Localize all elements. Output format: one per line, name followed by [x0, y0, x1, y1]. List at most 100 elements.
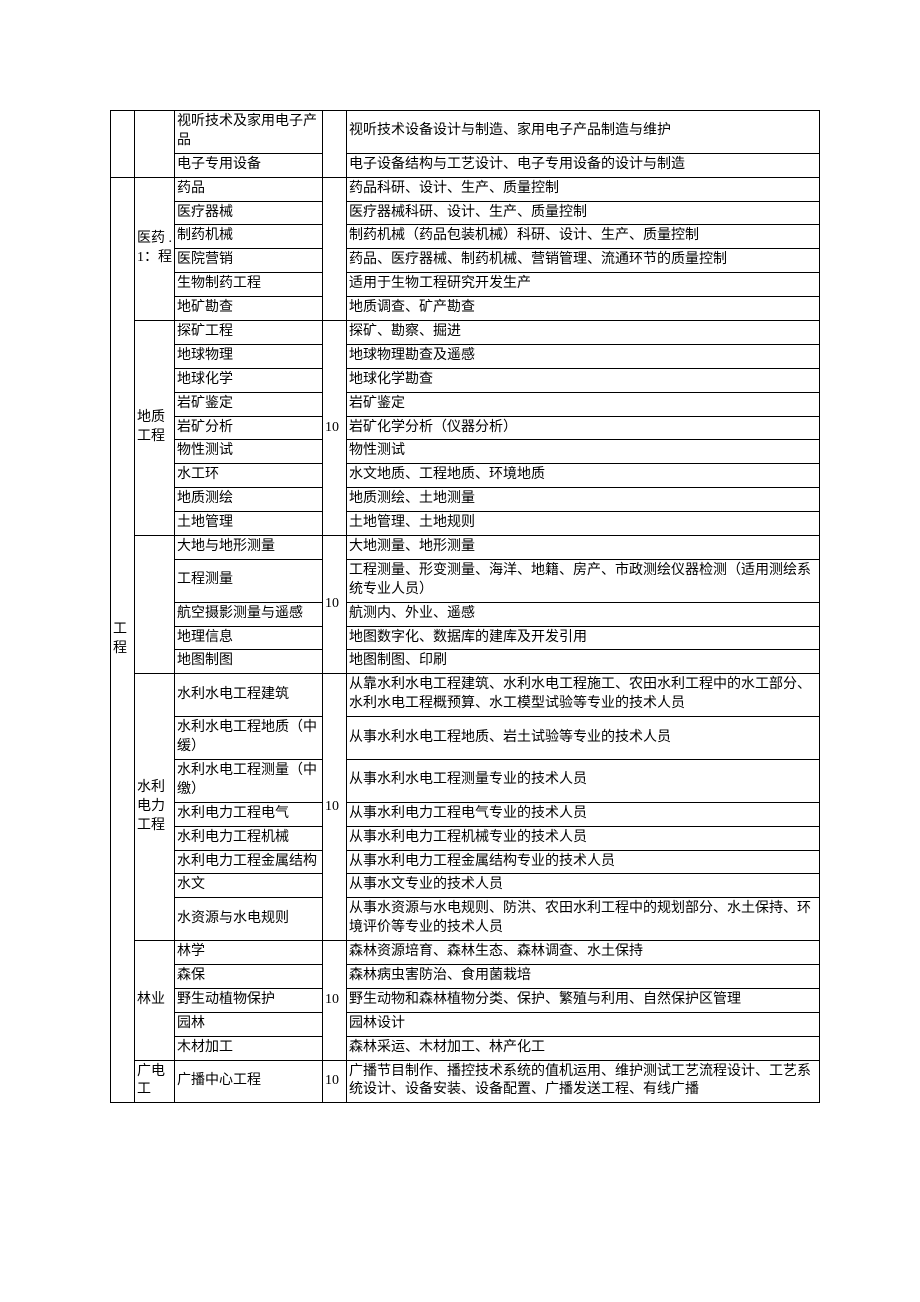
cell-c2: 地球化学	[175, 368, 323, 392]
cell-c2: 医疗器械	[175, 201, 323, 225]
table-row: 大地与地形测量 10 大地测量、地形测量	[111, 536, 820, 560]
table-row: 水利电力工程机械 从事水利电力工程机械专业的技术人员	[111, 826, 820, 850]
cell-col1-s6: 广电工	[135, 1060, 175, 1103]
cell-c3-s1	[323, 177, 347, 320]
cell-c2: 水利水电工程测量（中缴）	[175, 759, 323, 802]
table-row: 地图制图 地图制图、印刷	[111, 650, 820, 674]
table-row: 航空摄影测量与遥感 航测内、外业、遥感	[111, 602, 820, 626]
cell-c2: 林学	[175, 941, 323, 965]
table-row: 水文 从事水文专业的技术人员	[111, 874, 820, 898]
cell-c4: 探矿、勘察、掘进	[347, 321, 820, 345]
table-row: 地质测绘 地质测绘、土地测量	[111, 488, 820, 512]
cell-col1-s1: 医药 .1：程	[135, 177, 175, 320]
cell-c2: 岩矿鉴定	[175, 392, 323, 416]
table-row: 医院营销 药品、医疗器械、制药机械、营销管理、流通环节的质量控制	[111, 249, 820, 273]
cell-c4: 电子设备结构与工艺设计、电子专用设备的设计与制造	[347, 153, 820, 177]
cell-c2: 地理信息	[175, 626, 323, 650]
cell-c2: 工程测量	[175, 559, 323, 602]
cell-c4: 地图数字化、数据库的建库及开发引用	[347, 626, 820, 650]
table-row: 岩矿鉴定 岩矿鉴定	[111, 392, 820, 416]
cell-c4: 地图制图、印刷	[347, 650, 820, 674]
cell-c4: 大地测量、地形测量	[347, 536, 820, 560]
cell-c2: 土地管理	[175, 512, 323, 536]
cell-c2: 地图制图	[175, 650, 323, 674]
table-row: 制药机械 制药机械（药品包装机械）科研、设计、生产、质量控制	[111, 225, 820, 249]
cell-c4: 园林设计	[347, 1012, 820, 1036]
table-row: 医疗器械 医疗器械科研、设计、生产、质量控制	[111, 201, 820, 225]
cell-c2: 物性测试	[175, 440, 323, 464]
cell-c3-s4: 10	[323, 674, 347, 941]
cell-c2: 木材加工	[175, 1036, 323, 1060]
cell-c4: 视听技术设备设计与制造、家用电子产品制造与维护	[347, 111, 820, 154]
cell-col0-top	[111, 111, 135, 178]
table-row: 野生动植物保护 野生动物和森林植物分类、保护、繁殖与利用、自然保护区管理	[111, 988, 820, 1012]
cell-c2: 探矿工程	[175, 321, 323, 345]
cell-c2: 水文	[175, 874, 323, 898]
cell-c2: 生物制药工程	[175, 273, 323, 297]
cell-col1-s2: 地质工程	[135, 321, 175, 536]
cell-c4: 岩矿鉴定	[347, 392, 820, 416]
page: 视听技术及家用电子产品 视听技术设备设计与制造、家用电子产品制造与维护 电子专用…	[0, 0, 920, 1153]
cell-c2: 视听技术及家用电子产品	[175, 111, 323, 154]
table-row: 生物制药工程 适用于生物工程研究开发生产	[111, 273, 820, 297]
cell-col1-s3	[135, 536, 175, 674]
table-row: 森保 森林病虫害防治、食用菌栽培	[111, 964, 820, 988]
cell-c2: 水利水电工程建筑	[175, 674, 323, 717]
cell-c2: 地质测绘	[175, 488, 323, 512]
cell-c2: 制药机械	[175, 225, 323, 249]
cell-c2: 大地与地形测量	[175, 536, 323, 560]
cell-c4: 广播节目制作、播控技术系统的值机运用、维护测试工艺流程设计、工艺系统设计、设备安…	[347, 1060, 820, 1103]
table-row: 园林 园林设计	[111, 1012, 820, 1036]
cell-c3-s6: 10	[323, 1060, 347, 1103]
cell-c2: 园林	[175, 1012, 323, 1036]
cell-c3-s2: 10	[323, 321, 347, 536]
table-row: 工程 医药 .1：程 药品 药品科研、设计、生产、质量控制	[111, 177, 820, 201]
cell-c2: 岩矿分析	[175, 416, 323, 440]
table-row: 岩矿分析 岩矿化学分析（仪器分析）	[111, 416, 820, 440]
cell-c4: 地质测绘、土地测量	[347, 488, 820, 512]
table-row: 土地管理 土地管理、土地规则	[111, 512, 820, 536]
cell-c2: 野生动植物保护	[175, 988, 323, 1012]
cell-c4: 从事水利电力工程机械专业的技术人员	[347, 826, 820, 850]
table-row: 物性测试 物性测试	[111, 440, 820, 464]
cell-c3-s0	[323, 111, 347, 178]
cell-c4: 工程测量、形变测量、海洋、地籍、房产、市政测绘仪器检测（适用测绘系统专业人员）	[347, 559, 820, 602]
cell-col1-s5: 林业	[135, 941, 175, 1060]
cell-c2: 水利电力工程机械	[175, 826, 323, 850]
cell-col1-s4: 水利电力工程	[135, 674, 175, 941]
cell-c2: 医院营销	[175, 249, 323, 273]
cell-c4: 岩矿化学分析（仪器分析）	[347, 416, 820, 440]
cell-c2: 地球物理	[175, 344, 323, 368]
table-row: 水利电力工程电气 从事水利电力工程电气专业的技术人员	[111, 802, 820, 826]
table-row: 水利水电工程测量（中缴） 从事水利水电工程测量专业的技术人员	[111, 759, 820, 802]
cell-c4: 从靠水利水电工程建筑、水利水电工程施工、农田水利工程中的水工部分、水利水电工程概…	[347, 674, 820, 717]
table-row: 电子专用设备 电子设备结构与工艺设计、电子专用设备的设计与制造	[111, 153, 820, 177]
cell-c4: 野生动物和森林植物分类、保护、繁殖与利用、自然保护区管理	[347, 988, 820, 1012]
cell-c4: 制药机械（药品包装机械）科研、设计、生产、质量控制	[347, 225, 820, 249]
cell-c4: 航测内、外业、遥感	[347, 602, 820, 626]
cell-c4: 土地管理、土地规则	[347, 512, 820, 536]
table-row: 水利电力工程金属结构 从事水利电力工程金属结构专业的技术人员	[111, 850, 820, 874]
cell-c2: 水资源与水电规则	[175, 898, 323, 941]
table-row: 水利水电工程地质（中缓） 从事水利水电工程地质、岩土试验等专业的技术人员	[111, 717, 820, 760]
cell-c4: 从事水利电力工程电气专业的技术人员	[347, 802, 820, 826]
cell-c3-s3: 10	[323, 536, 347, 674]
cell-c2: 水利电力工程电气	[175, 802, 323, 826]
cell-c2: 水工环	[175, 464, 323, 488]
cell-c4: 药品科研、设计、生产、质量控制	[347, 177, 820, 201]
cell-c4: 从事水文专业的技术人员	[347, 874, 820, 898]
table-row: 水资源与水电规则 从事水资源与水电规则、防洪、农田水利工程中的规划部分、水土保持…	[111, 898, 820, 941]
table-row: 地质工程 探矿工程 10 探矿、勘察、掘进	[111, 321, 820, 345]
cell-c2: 水利水电工程地质（中缓）	[175, 717, 323, 760]
cell-c4: 物性测试	[347, 440, 820, 464]
cell-c4: 地质调查、矿产勘查	[347, 297, 820, 321]
cell-c2: 水利电力工程金属结构	[175, 850, 323, 874]
cell-c4: 从事水利水电工程地质、岩土试验等专业的技术人员	[347, 717, 820, 760]
cell-c2: 森保	[175, 964, 323, 988]
cell-c4: 适用于生物工程研究开发生产	[347, 273, 820, 297]
cell-c4: 从事水利电力工程金属结构专业的技术人员	[347, 850, 820, 874]
table-row: 视听技术及家用电子产品 视听技术设备设计与制造、家用电子产品制造与维护	[111, 111, 820, 154]
cell-c2: 航空摄影测量与遥感	[175, 602, 323, 626]
cell-c4: 水文地质、工程地质、环境地质	[347, 464, 820, 488]
table-row: 广电工 广播中心工程 10 广播节目制作、播控技术系统的值机运用、维护测试工艺流…	[111, 1060, 820, 1103]
